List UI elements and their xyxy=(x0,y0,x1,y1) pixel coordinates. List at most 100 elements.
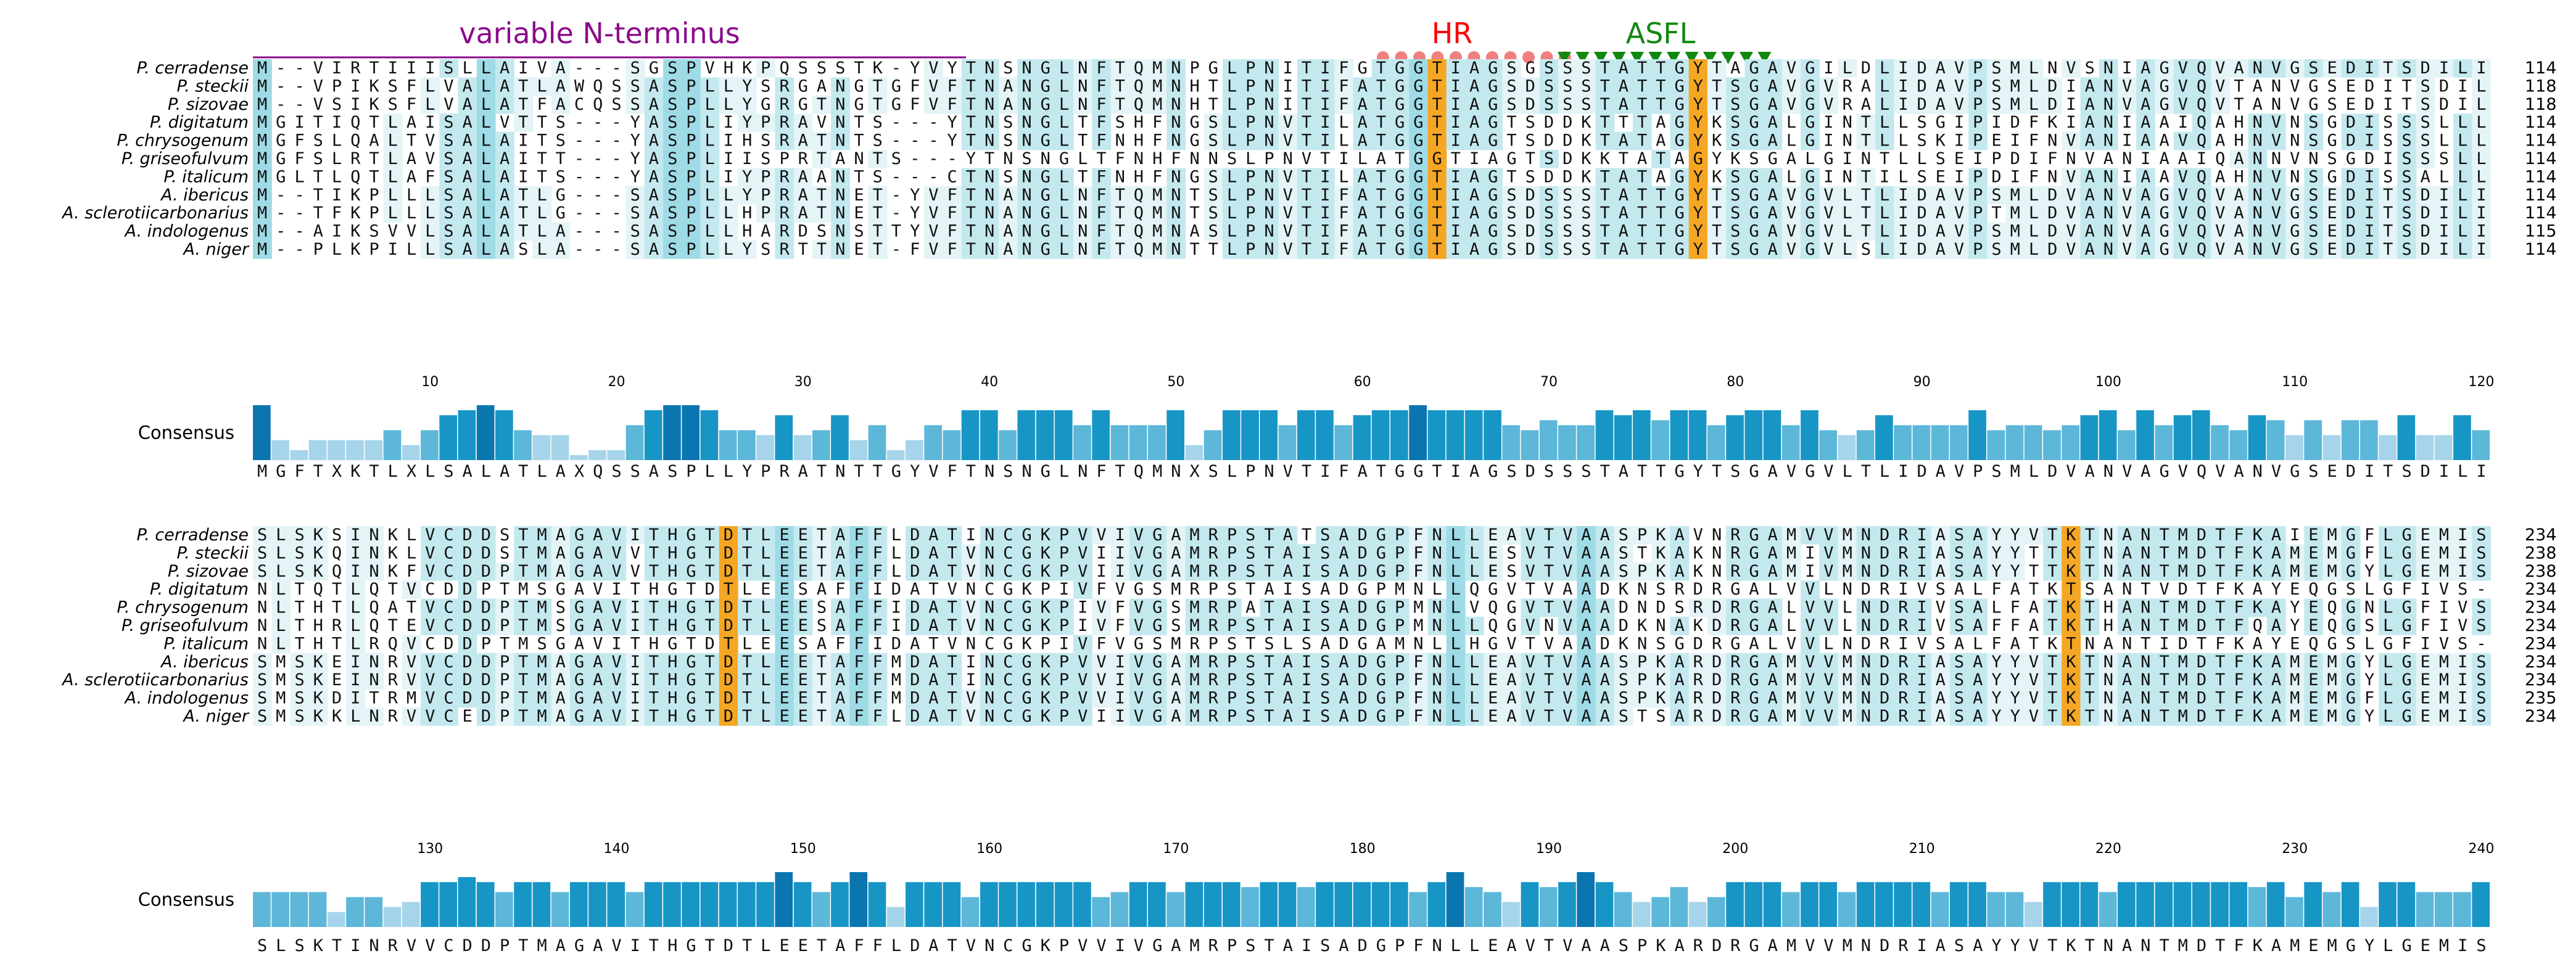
residue-letter: M xyxy=(1152,186,1162,205)
residue-letter: K xyxy=(1693,562,1704,581)
residue-letter: I xyxy=(2458,653,2467,672)
residue-letter: D xyxy=(462,616,472,635)
residue-letter: A xyxy=(462,113,472,132)
residue-letter: Y xyxy=(1693,167,1703,186)
residue-letter: S xyxy=(761,76,770,96)
residue-letter: S xyxy=(2085,59,2095,78)
residue-letter: S xyxy=(1954,525,1964,545)
residue-letter: M xyxy=(1189,689,1199,708)
residue-letter: A xyxy=(1003,204,1013,223)
residue-letter: T xyxy=(1637,204,1647,223)
residue-cell xyxy=(663,222,682,241)
residue-letter: N xyxy=(835,167,845,186)
consensus-bar xyxy=(1931,425,1949,460)
residue-letter: K xyxy=(2253,689,2263,708)
residue-letter: E xyxy=(798,525,808,545)
residue-letter: V xyxy=(2122,222,2132,241)
consensus-bar xyxy=(308,440,327,460)
residue-cell xyxy=(439,150,459,168)
residue-letter: E xyxy=(2327,240,2337,259)
residue-letter: M xyxy=(537,653,547,672)
species-label: A. ibericus xyxy=(160,186,249,205)
position-tick-label: 100 xyxy=(2095,374,2121,390)
residue-letter: S xyxy=(1320,543,1330,562)
residue-letter: S xyxy=(2401,204,2411,223)
residue-letter: S xyxy=(1730,222,1740,241)
residue-letter: V xyxy=(1563,543,1572,562)
consensus-bar xyxy=(1446,410,1464,460)
residue-letter: S xyxy=(1320,653,1330,672)
residue-letter: F xyxy=(1339,59,1348,78)
residue-letter: D xyxy=(1563,113,1572,132)
residue-letter: C xyxy=(444,525,453,545)
residue-letter: T xyxy=(1544,598,1554,617)
residue-letter: T xyxy=(537,167,547,186)
residue-letter: S xyxy=(313,149,323,168)
residue-letter: L xyxy=(537,222,547,241)
residue-letter: I xyxy=(2290,525,2300,545)
residue-letter: T xyxy=(1544,562,1554,581)
residue-letter: K xyxy=(1656,670,1666,690)
residue-letter: T xyxy=(1600,186,1610,205)
residue-letter: F xyxy=(2029,167,2039,186)
residue-letter: A xyxy=(1936,707,1946,726)
residue-letter: F xyxy=(854,543,864,562)
residue-cell xyxy=(738,113,757,132)
residue-letter: V xyxy=(2066,222,2076,241)
consensus-bar xyxy=(1987,430,2005,460)
residue-letter: A xyxy=(2085,167,2095,186)
consensus-letter: G xyxy=(1152,936,1162,955)
residue-letter: S xyxy=(2476,689,2486,708)
residue-letter: T xyxy=(1245,634,1255,653)
residue-letter: T xyxy=(1376,167,1386,186)
residue-letter: N xyxy=(369,707,379,726)
residue-letter: T xyxy=(1264,562,1274,581)
residue-letter: V xyxy=(2439,634,2449,653)
residue-letter: N xyxy=(1171,204,1181,223)
residue-letter: T xyxy=(817,562,827,581)
residue-letter: A xyxy=(1358,76,1368,96)
consensus-bar xyxy=(607,882,625,927)
species-label: A. indologenus xyxy=(124,222,249,241)
position-tick-label: 120 xyxy=(2469,374,2495,390)
residue-letter: S xyxy=(1656,707,1666,726)
residue-letter: I xyxy=(1059,580,1069,599)
residue-letter: A xyxy=(1674,149,1684,168)
consensus-letter: A xyxy=(649,462,659,481)
consensus-letter: L xyxy=(704,462,714,481)
residue-letter: S xyxy=(1264,634,1274,653)
residue-letter: C xyxy=(1003,598,1013,617)
consensus-letter: T xyxy=(1712,462,1722,481)
residue-letter: C xyxy=(947,167,957,186)
residue-letter: T xyxy=(1189,204,1199,223)
residue-letter: I xyxy=(2122,131,2132,150)
residue-letter: G xyxy=(2159,95,2169,114)
residue-cell xyxy=(514,113,533,132)
residue-letter: S xyxy=(1227,580,1237,599)
residue-letter: Y xyxy=(630,149,640,168)
consensus-letter: A xyxy=(1768,462,1778,481)
residue-letter: H xyxy=(667,562,677,581)
residue-letter: D xyxy=(910,616,920,635)
residue-letter: - xyxy=(910,113,920,132)
residue-letter: G xyxy=(891,76,901,96)
residue-letter: A xyxy=(1768,525,1778,545)
residue-letter: M xyxy=(2178,562,2188,581)
residue-letter: N xyxy=(2140,562,2150,581)
residue-letter: G xyxy=(1395,59,1405,78)
residue-letter: Q xyxy=(1469,580,1479,599)
consensus-bar xyxy=(532,435,551,460)
residue-letter: F xyxy=(2364,525,2374,545)
residue-letter: A xyxy=(1339,707,1348,726)
residue-letter: G xyxy=(1749,670,1759,690)
residue-letter: L xyxy=(2364,634,2374,653)
residue-letter: S xyxy=(2364,616,2374,635)
residue-letter: G xyxy=(574,543,584,562)
residue-letter: Q xyxy=(369,598,379,617)
consensus-bar xyxy=(1129,882,1147,927)
residue-letter: A xyxy=(462,149,472,168)
residue-letter: L xyxy=(724,95,733,114)
residue-letter: - xyxy=(2476,634,2486,653)
residue-letter: L xyxy=(1917,149,1926,168)
residue-letter: F xyxy=(2029,131,2039,150)
